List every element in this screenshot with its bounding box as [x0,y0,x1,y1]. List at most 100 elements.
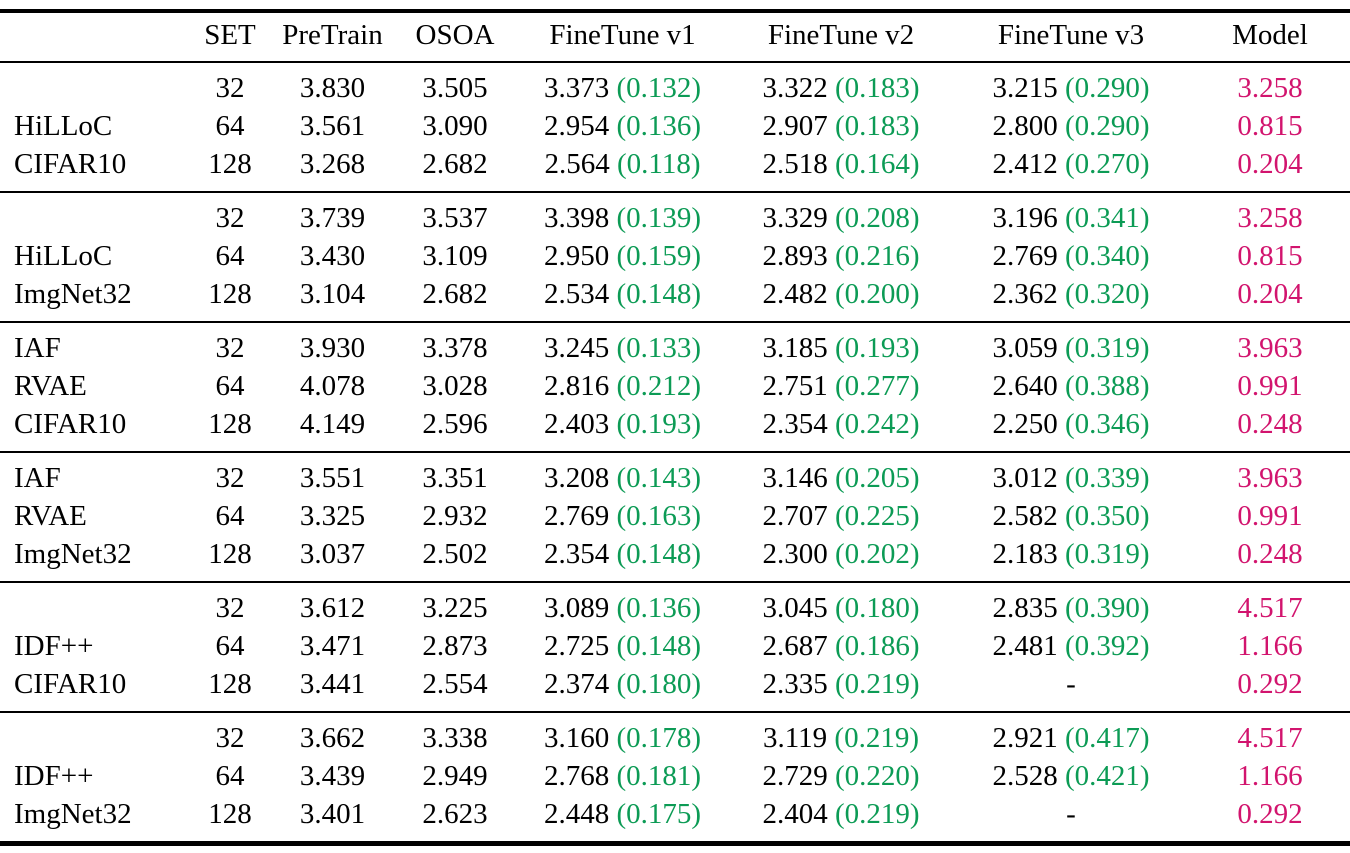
header-empty [0,11,190,63]
cell-row-label: ImgNet32 [14,278,132,310]
cell-finetune-v3: 2.250 (0.346) [952,405,1190,452]
cell-finetune-v2: 2.335 (0.219) [730,665,952,712]
finetune-value: 2.362 [992,278,1058,310]
header-osoa: OSOA [395,11,515,63]
cell-set: 64 [215,500,245,532]
finetune-value: 2.816 [543,370,610,402]
finetune-value: - [1066,668,1076,700]
cell-set: 128 [208,668,252,700]
cell-finetune-v2: 3.322 (0.183) [730,62,952,107]
finetune-value: 2.374 [543,668,610,700]
cell-finetune-v3: 2.835 (0.390) [952,582,1190,627]
cell-finetune-v1: 3.208 (0.143) [515,452,730,497]
cell-set: 128 [208,408,252,440]
cell-model-rate: 0.248 [1237,538,1303,570]
table-row: HiLLoC 64 3.561 3.090 2.954 (0.136) 2.907 (0.… [0,107,1350,145]
cell-osoa: 3.537 [422,202,488,234]
finetune-value: 2.751 [762,370,828,402]
finetune-delta: (0.136) [616,110,702,142]
finetune-delta: (0.163) [616,500,702,532]
finetune-value: 3.322 [762,72,828,104]
cell-finetune-v2: 3.329 (0.208) [730,192,952,237]
cell-osoa: 3.505 [422,72,488,104]
cell-row-label: IDF++ [14,630,94,662]
cell-model-rate: 0.248 [1237,408,1303,440]
finetune-delta: (0.148) [616,630,702,662]
cell-row-label: CIFAR10 [14,408,127,440]
cell-set: 64 [215,240,245,272]
finetune-value: 3.373 [543,72,610,104]
cell-set: 128 [208,538,252,570]
cell-finetune-v1: 2.374 (0.180) [515,665,730,712]
finetune-delta: (0.341) [1064,202,1150,234]
cell-finetune-v2: 2.893 (0.216) [730,237,952,275]
cell-finetune-v1: 3.245 (0.133) [515,322,730,367]
finetune-delta: (0.143) [616,462,702,494]
finetune-delta: (0.340) [1064,240,1150,272]
cell-set: 32 [215,332,245,364]
header-set: SET [190,11,270,63]
finetune-delta: (0.290) [1064,110,1150,142]
finetune-delta: (0.290) [1064,72,1150,104]
cell-pretrain: 3.401 [299,798,366,830]
cell-finetune-v1: 2.354 (0.148) [515,535,730,582]
finetune-delta: (0.183) [834,110,920,142]
finetune-delta: (0.133) [616,332,702,364]
table-row: 32 3.739 3.537 3.398 (0.139) 3.329 (0.208) 3.… [0,192,1350,237]
finetune-delta: (0.178) [616,722,702,754]
cell-row-label: RVAE [14,370,87,402]
cell-finetune-v3: 2.362 (0.320) [952,275,1190,322]
cell-finetune-v1: 2.534 (0.148) [515,275,730,322]
cell-osoa: 3.338 [422,722,488,754]
cell-model-rate: 4.517 [1237,592,1303,624]
cell-finetune-v3: 2.582 (0.350) [952,497,1190,535]
cell-set: 128 [208,148,252,180]
finetune-delta: (0.212) [616,370,702,402]
cell-osoa: 2.502 [422,538,488,570]
cell-finetune-v1: 3.373 (0.132) [515,62,730,107]
finetune-value: 2.335 [762,668,828,700]
cell-finetune-v2: 2.707 (0.225) [730,497,952,535]
finetune-delta: (0.319) [1064,332,1150,364]
cell-model-rate: 0.815 [1237,240,1303,272]
finetune-value: 3.398 [543,202,610,234]
finetune-delta: (0.346) [1064,408,1150,440]
cell-model-rate: 0.204 [1237,148,1303,180]
finetune-delta: (0.164) [834,148,920,180]
table-row: IDF++ 64 3.471 2.873 2.725 (0.148) 2.687 (0.1… [0,627,1350,665]
finetune-value: 2.950 [543,240,610,272]
cell-model-rate: 0.204 [1237,278,1303,310]
cell-set: 128 [208,798,252,830]
finetune-delta: (0.220) [834,760,920,792]
cell-set: 64 [215,630,245,662]
cell-pretrain: 3.739 [299,202,366,234]
cell-osoa: 2.932 [422,500,488,532]
cell-finetune-v3: 3.215 (0.290) [952,62,1190,107]
cell-row-label [0,712,190,757]
finetune-value: 3.329 [762,202,828,234]
cell-finetune-v2: 2.482 (0.200) [730,275,952,322]
finetune-value: 3.208 [543,462,610,494]
cell-finetune-v2: 2.518 (0.164) [730,145,952,192]
cell-row-label [0,192,190,237]
cell-osoa: 2.949 [422,760,488,792]
table-row: IAF 32 3.551 3.351 3.208 (0.143) 3.146 (0.205… [0,452,1350,497]
finetune-value: 3.215 [992,72,1058,104]
cell-finetune-v2: 3.185 (0.193) [730,322,952,367]
finetune-value: 3.059 [992,332,1058,364]
table-row: CIFAR10 128 3.268 2.682 2.564 (0.118) 2.518 (… [0,145,1350,192]
cell-finetune-v1: 2.403 (0.193) [515,405,730,452]
finetune-value: 3.185 [762,332,828,364]
cell-model-rate: 4.517 [1237,722,1303,754]
finetune-delta: (0.216) [834,240,920,272]
cell-pretrain: 3.612 [299,592,366,624]
cell-finetune-v1: 2.950 (0.159) [515,237,730,275]
finetune-delta: (0.202) [834,538,920,570]
table-row: IDF++ 64 3.439 2.949 2.768 (0.181) 2.729 (0.2… [0,757,1350,795]
finetune-value: 2.800 [992,110,1058,142]
cell-pretrain: 3.561 [299,110,366,142]
finetune-delta: (0.421) [1064,760,1150,792]
header-finetune-v3: FineTune v3 [952,11,1190,63]
cell-set: 128 [208,278,252,310]
